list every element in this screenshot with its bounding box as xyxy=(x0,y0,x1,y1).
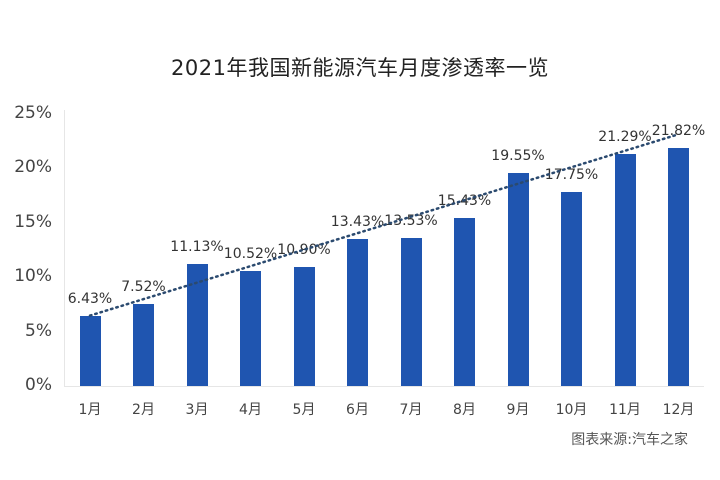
y-axis-line xyxy=(64,110,65,387)
data-label-2: 7.52% xyxy=(121,278,166,295)
x-axis-line xyxy=(64,386,704,387)
y-tick-25: 25% xyxy=(14,103,52,123)
x-tick-9: 9月 xyxy=(506,402,530,418)
y-tick-15: 15% xyxy=(14,212,52,232)
x-tick-11: 11月 xyxy=(609,402,641,418)
x-tick-7: 7月 xyxy=(399,402,423,418)
bar-1 xyxy=(79,315,101,386)
data-label-3: 11.13% xyxy=(170,239,224,256)
bar-9 xyxy=(507,172,529,386)
data-label-1: 6.43% xyxy=(67,290,113,307)
bar-10 xyxy=(561,192,582,386)
data-label-4: 10.52% xyxy=(223,246,278,263)
bar-7 xyxy=(400,238,422,386)
data-label-12: 21.82% xyxy=(651,122,706,139)
y-tick-5: 5% xyxy=(25,321,52,341)
bar-4 xyxy=(240,271,261,386)
x-tick-5: 5月 xyxy=(292,402,316,418)
bar-3 xyxy=(186,264,208,386)
x-tick-10: 10月 xyxy=(555,402,588,418)
x-tick-4: 4月 xyxy=(239,402,262,418)
x-tick-8: 8月 xyxy=(453,402,476,418)
chart-source: 图表来源:汽车之家 xyxy=(571,432,688,448)
data-label-7: 13.53% xyxy=(384,213,438,230)
bar-11 xyxy=(614,153,636,386)
x-tick-2: 2月 xyxy=(132,402,155,418)
data-label-9: 19.55% xyxy=(491,147,545,164)
bar-12 xyxy=(668,147,689,386)
data-label-11: 21.29% xyxy=(598,128,652,145)
y-tick-10: 10% xyxy=(14,266,52,286)
x-tick-1: 1月 xyxy=(78,402,102,418)
x-tick-12: 12月 xyxy=(662,402,695,418)
bar-2 xyxy=(133,303,154,386)
x-tick-6: 6月 xyxy=(346,402,369,418)
bar-6 xyxy=(347,239,368,386)
x-tick-3: 3月 xyxy=(185,402,209,418)
bar-5 xyxy=(293,266,315,386)
y-tick-20: 20% xyxy=(14,157,52,177)
data-label-6: 13.43% xyxy=(330,214,385,231)
chart-title: 2021年我国新能源汽车月度渗透率一览 xyxy=(171,56,549,80)
bar-8 xyxy=(454,217,475,386)
y-tick-0: 0% xyxy=(25,375,52,395)
